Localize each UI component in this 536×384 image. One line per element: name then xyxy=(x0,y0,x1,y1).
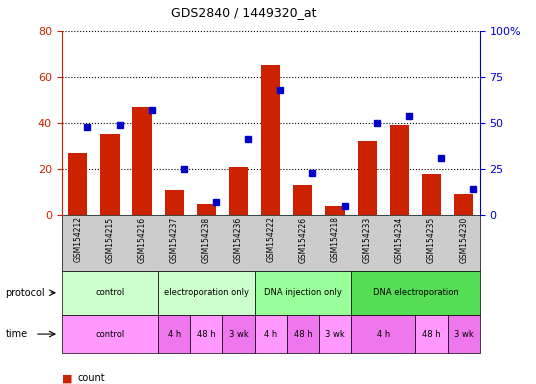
Bar xyxy=(197,204,216,215)
Text: 4 h: 4 h xyxy=(168,329,181,339)
Bar xyxy=(293,185,312,215)
Bar xyxy=(165,190,184,215)
Text: DNA electroporation: DNA electroporation xyxy=(373,288,458,297)
Text: GDS2840 / 1449320_at: GDS2840 / 1449320_at xyxy=(171,6,317,19)
Text: DNA injection only: DNA injection only xyxy=(264,288,342,297)
Bar xyxy=(454,194,473,215)
Bar xyxy=(390,125,409,215)
Text: 3 wk: 3 wk xyxy=(229,329,248,339)
Bar xyxy=(229,167,248,215)
Bar xyxy=(132,107,152,215)
Text: protocol: protocol xyxy=(5,288,45,298)
Text: 4 h: 4 h xyxy=(377,329,390,339)
Text: electroporation only: electroporation only xyxy=(164,288,249,297)
Text: 4 h: 4 h xyxy=(264,329,277,339)
Bar xyxy=(422,174,441,215)
Bar xyxy=(68,153,87,215)
Text: time: time xyxy=(5,329,27,339)
Bar xyxy=(261,65,280,215)
Text: 48 h: 48 h xyxy=(294,329,312,339)
Bar xyxy=(325,206,345,215)
Text: 3 wk: 3 wk xyxy=(325,329,345,339)
Text: count: count xyxy=(78,373,106,383)
Bar xyxy=(100,134,120,215)
Bar xyxy=(358,141,377,215)
Text: control: control xyxy=(95,288,124,297)
Text: control: control xyxy=(95,329,124,339)
Text: 48 h: 48 h xyxy=(197,329,215,339)
Text: 48 h: 48 h xyxy=(422,329,441,339)
Text: ■: ■ xyxy=(62,373,72,383)
Text: 3 wk: 3 wk xyxy=(454,329,473,339)
